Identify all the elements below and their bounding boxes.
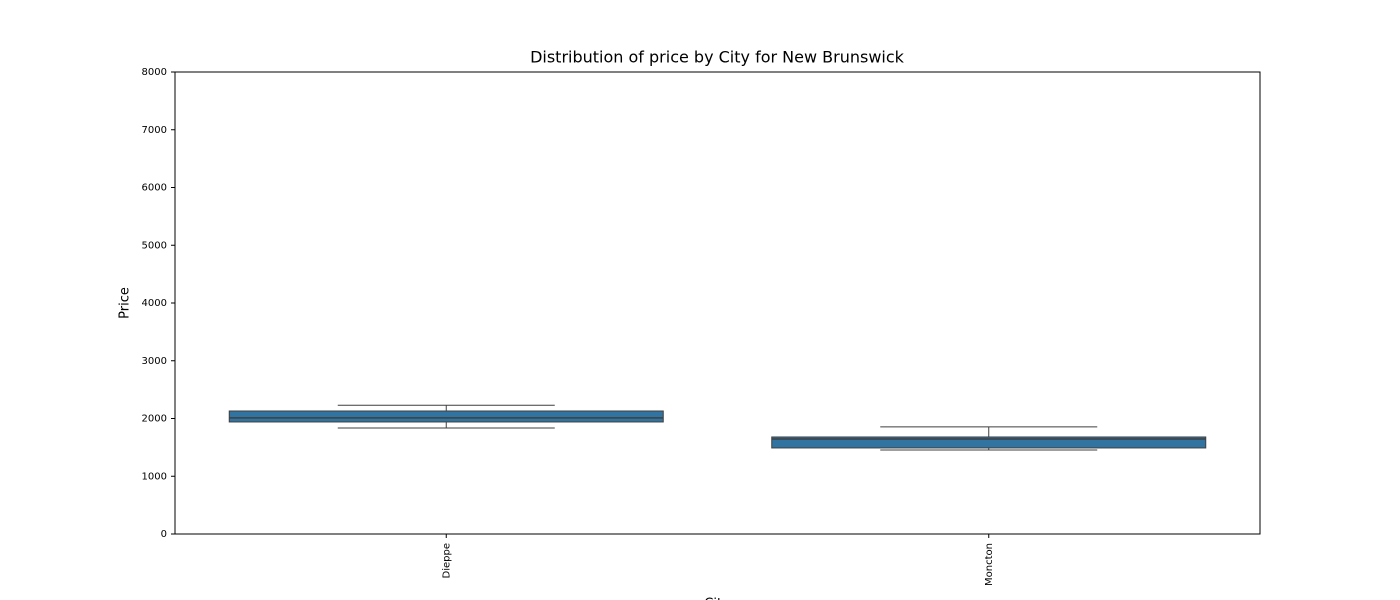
y-tick-label: 8000: [142, 67, 167, 78]
y-tick-label: 7000: [142, 125, 167, 136]
box: [228, 410, 664, 423]
x-tick-label: Dieppe: [441, 543, 452, 578]
y-tick-label: 0: [161, 529, 167, 540]
y-tick-label: 5000: [142, 240, 167, 251]
x-axis-label: City: [704, 597, 730, 600]
y-tick-label: 2000: [142, 414, 167, 425]
box: [771, 436, 1207, 449]
chart-title: Distribution of price by City for New Br…: [530, 48, 905, 67]
y-tick-label: 3000: [142, 356, 167, 367]
x-tick-label: Moncton: [984, 543, 995, 586]
y-tick-label: 1000: [142, 471, 167, 482]
y-axis-label: Price: [118, 287, 133, 319]
plot-frame: [174, 71, 1261, 535]
y-tick-label: 4000: [142, 298, 167, 309]
y-tick-label: 6000: [142, 183, 167, 194]
